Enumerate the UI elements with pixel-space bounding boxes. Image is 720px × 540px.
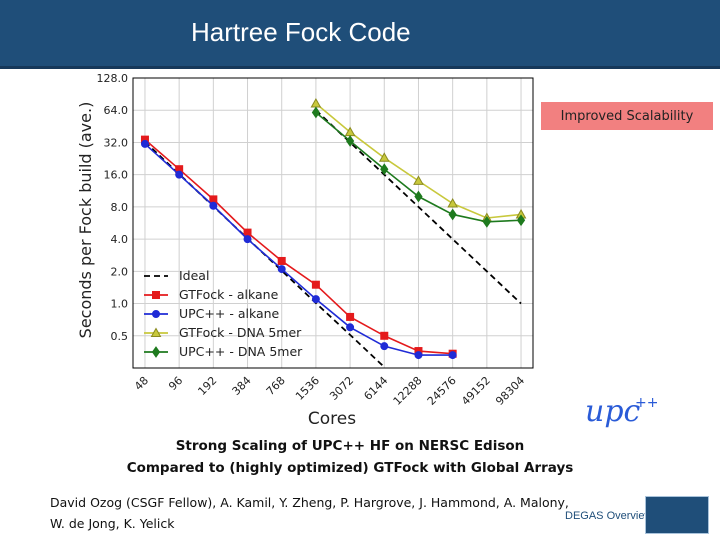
x-axis-label: Cores bbox=[308, 409, 356, 429]
x-tick-label-7: 6144 bbox=[361, 374, 390, 403]
scaling-chart: 0.5 1.0 2.0 4.0 8.0 16.0 32.0 64.0 128.0 48 96 192… bbox=[76, 72, 534, 429]
series-1 bbox=[315, 109, 522, 305]
y-tick-label-0: 0.5 bbox=[111, 330, 129, 343]
legend-marker-2 bbox=[152, 310, 160, 318]
series-5-point-0 bbox=[311, 106, 321, 119]
authors-line-1: David Ozog (CSGF Fellow), A. Kamil, Y. Z… bbox=[50, 495, 569, 510]
series-3-point-3 bbox=[243, 235, 252, 244]
author-credits: David Ozog (CSGF Fellow), A. Kamil, Y. Z… bbox=[50, 492, 610, 534]
slide-header: Hartree Fock Code bbox=[0, 0, 720, 69]
y-tick-label-7: 64.0 bbox=[104, 104, 129, 117]
plot-area-frame bbox=[132, 77, 534, 369]
legend-label-1: GTFock - alkane bbox=[179, 287, 279, 302]
series-4-point-3 bbox=[413, 175, 424, 185]
series-2-point-5 bbox=[311, 280, 320, 289]
legend-label-3: GTFock - DNA 5mer bbox=[179, 325, 302, 340]
x-tick-label-9: 24576 bbox=[425, 374, 459, 408]
series-3-point-4 bbox=[277, 265, 286, 274]
x-axis-ticks: 48 96 192 384 768 1536 3072 6144 12288 24576 49152… bbox=[132, 374, 527, 408]
footer-text: DEGAS Overview bbox=[565, 510, 653, 522]
x-tick-label-11: 98304 bbox=[493, 374, 527, 408]
slide-title: Hartree Fock Code bbox=[191, 17, 411, 47]
berkeley-lab-logo bbox=[645, 496, 709, 534]
x-tick-label-0: 48 bbox=[132, 374, 151, 393]
series-3-point-8 bbox=[414, 351, 423, 360]
y-tick-label-6: 32.0 bbox=[104, 136, 129, 149]
caption-line-1: Strong Scaling of UPC++ HF on NERSC Edis… bbox=[175, 438, 525, 454]
chart-legend: Ideal GTFock - alkane UPC++ - alkane GTFock… bbox=[144, 268, 303, 359]
series-4-point-0 bbox=[310, 97, 322, 108]
y-tick-label-4: 8.0 bbox=[111, 201, 129, 214]
legend-label-2: UPC++ - alkane bbox=[179, 306, 280, 321]
series-3-point-0 bbox=[140, 139, 149, 148]
series-3-point-5 bbox=[311, 295, 320, 304]
series-3-point-7 bbox=[380, 342, 389, 351]
series-5-point-4 bbox=[448, 208, 457, 221]
series-2-point-3 bbox=[243, 228, 252, 237]
series-3-point-1 bbox=[175, 170, 184, 179]
upc-logo-plus: ++ bbox=[635, 395, 658, 411]
series-2-point-6 bbox=[346, 312, 355, 321]
y-tick-label-8: 128.0 bbox=[97, 72, 129, 85]
x-tick-label-4: 768 bbox=[264, 374, 288, 398]
series-line-1 bbox=[315, 109, 522, 305]
legend-label-4: UPC++ - DNA 5mer bbox=[179, 344, 303, 359]
x-tick-label-3: 384 bbox=[230, 374, 254, 398]
y-tick-label-1: 1.0 bbox=[111, 298, 129, 311]
authors-line-2: W. de Jong, K. Yelick bbox=[50, 516, 175, 531]
legend-label-0: Ideal bbox=[179, 268, 209, 283]
series-4-point-4 bbox=[447, 198, 459, 208]
chart-grid bbox=[133, 77, 533, 368]
series-2-point-4 bbox=[277, 256, 286, 265]
series-3-point-9 bbox=[448, 351, 457, 360]
series-4-point-2 bbox=[378, 152, 390, 162]
series-2-point-7 bbox=[380, 331, 389, 340]
y-tick-label-5: 16.0 bbox=[104, 169, 129, 182]
y-tick-label-2: 2.0 bbox=[111, 265, 129, 278]
series-3 bbox=[140, 139, 457, 360]
legend-marker-3 bbox=[150, 327, 162, 337]
series-5-point-3 bbox=[414, 190, 423, 203]
improved-scalability-callout: Improved Scalability bbox=[541, 102, 713, 130]
series-5-point-1 bbox=[345, 135, 355, 147]
caption-line-2: Compared to (highly optimized) GTFock wi… bbox=[126, 460, 574, 476]
y-axis-label: Seconds per Fock build (ave.) bbox=[76, 102, 95, 339]
x-tick-label-6: 3072 bbox=[327, 374, 356, 403]
series-line-3 bbox=[144, 143, 453, 356]
y-axis-ticks: 0.5 1.0 2.0 4.0 8.0 16.0 32.0 64.0 128.0 bbox=[97, 72, 129, 343]
legend-marker-1 bbox=[152, 291, 160, 299]
legend-marker-4 bbox=[151, 346, 161, 358]
chart-series bbox=[140, 97, 527, 368]
y-tick-label-3: 4.0 bbox=[111, 233, 129, 246]
series-5-point-2 bbox=[380, 163, 389, 176]
x-tick-label-10: 49152 bbox=[459, 374, 493, 408]
upc-logo-text: upc bbox=[585, 394, 641, 429]
series-5-point-5 bbox=[482, 215, 491, 228]
x-tick-label-2: 192 bbox=[195, 374, 219, 398]
x-tick-label-8: 12288 bbox=[391, 374, 425, 408]
series-3-point-2 bbox=[209, 201, 218, 210]
x-tick-label-5: 1536 bbox=[293, 374, 322, 403]
series-5-point-6 bbox=[516, 214, 526, 227]
upc-logo: upc ++ bbox=[585, 394, 658, 429]
series-3-point-6 bbox=[346, 323, 355, 332]
series-line-2 bbox=[144, 139, 453, 355]
series-5 bbox=[311, 106, 526, 228]
x-tick-label-1: 96 bbox=[166, 374, 185, 393]
